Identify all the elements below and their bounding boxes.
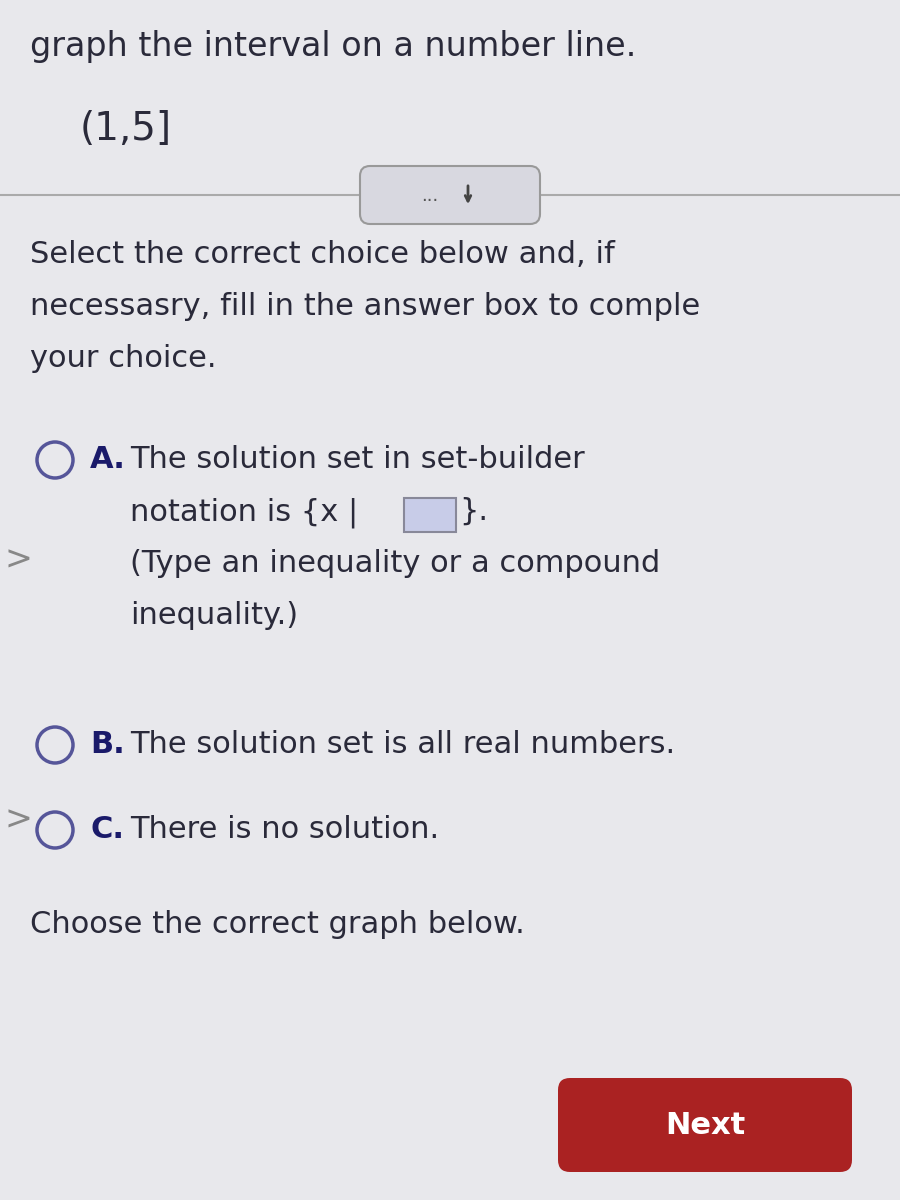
Text: }.: }. <box>459 497 488 526</box>
Text: graph the interval on a number line.: graph the interval on a number line. <box>30 30 636 62</box>
Text: inequality.): inequality.) <box>130 601 298 630</box>
Text: The solution set in set-builder: The solution set in set-builder <box>130 445 585 474</box>
Text: Next: Next <box>665 1110 745 1140</box>
Text: (Type an inequality or a compound: (Type an inequality or a compound <box>130 550 661 578</box>
Text: >: > <box>5 544 33 576</box>
Text: your choice.: your choice. <box>30 344 217 373</box>
Text: ...: ... <box>421 187 438 205</box>
Text: notation is {x |: notation is {x | <box>130 497 368 528</box>
Text: >: > <box>5 804 33 836</box>
FancyBboxPatch shape <box>360 166 540 224</box>
Text: (1,5]: (1,5] <box>80 110 172 148</box>
Text: necessasry, fill in the answer box to comple: necessasry, fill in the answer box to co… <box>30 292 700 320</box>
Text: Choose the correct graph below.: Choose the correct graph below. <box>30 910 525 938</box>
FancyBboxPatch shape <box>558 1078 852 1172</box>
Text: There is no solution.: There is no solution. <box>130 815 439 844</box>
Text: B.: B. <box>90 730 125 758</box>
Text: The solution set is all real numbers.: The solution set is all real numbers. <box>130 730 675 758</box>
FancyBboxPatch shape <box>404 498 456 532</box>
Text: A.: A. <box>90 445 126 474</box>
Text: C.: C. <box>90 815 124 844</box>
Text: Select the correct choice below and, if: Select the correct choice below and, if <box>30 240 615 269</box>
